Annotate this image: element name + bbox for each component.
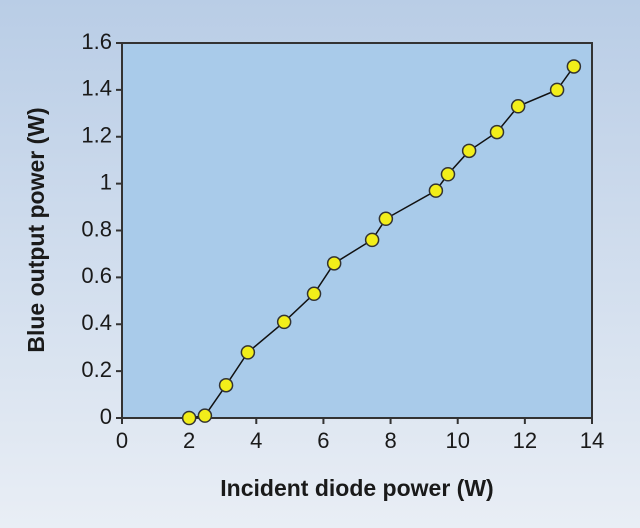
- x-tick-label: 2: [183, 428, 195, 453]
- data-point: [181, 410, 197, 426]
- y-tick-label: 1.4: [81, 76, 112, 101]
- data-point: [364, 232, 380, 248]
- data-point: [276, 314, 292, 330]
- data-point: [197, 408, 213, 423]
- data-point: [489, 124, 505, 140]
- data-point: [440, 167, 456, 182]
- y-tick-label: 0: [100, 404, 112, 429]
- data-point: [326, 256, 342, 271]
- data-point: [549, 82, 565, 98]
- y-tick-label: 1.6: [81, 29, 112, 54]
- x-tick-label: 8: [384, 428, 396, 453]
- x-tick-label: 4: [250, 428, 262, 453]
- x-tick-label: 10: [445, 428, 469, 453]
- data-point: [566, 59, 582, 74]
- data-point: [510, 99, 526, 114]
- data-point: [218, 377, 234, 393]
- x-tick-label: 0: [116, 428, 128, 453]
- data-point: [428, 183, 444, 198]
- y-tick-label: 1.2: [81, 123, 112, 148]
- x-tick-label: 6: [317, 428, 329, 453]
- x-tick-label: 12: [513, 428, 537, 453]
- y-tick-label: 0.8: [81, 216, 112, 241]
- y-tick-label: 0.2: [81, 357, 112, 382]
- x-tick-label: 14: [580, 428, 604, 453]
- data-point: [306, 286, 322, 302]
- x-axis-title: Incident diode power (W): [220, 475, 493, 501]
- y-axis-title: Blue output power (W): [23, 107, 49, 352]
- y-tick-label: 1: [100, 169, 112, 194]
- data-point: [378, 211, 394, 227]
- y-tick-label: 0.6: [81, 263, 112, 288]
- plot-area: [121, 42, 593, 419]
- data-point: [461, 143, 477, 159]
- y-tick-label: 0.4: [81, 310, 112, 335]
- data-line: [189, 66, 575, 419]
- data-point: [240, 345, 256, 360]
